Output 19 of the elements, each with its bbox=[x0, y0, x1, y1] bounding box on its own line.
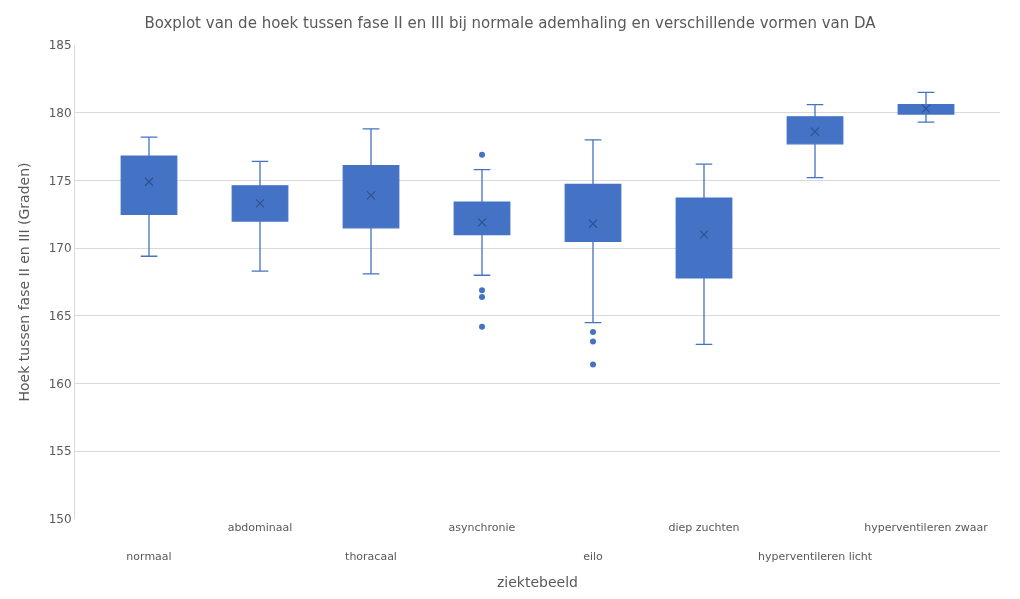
y-tick-label: 155 bbox=[48, 444, 72, 459]
x-tick-label: diep zuchten bbox=[668, 521, 740, 534]
x-axis-title: ziektebeeld bbox=[497, 573, 578, 590]
chart-title: Boxplot van de hoek tussen fase II en III bij normale ademhaling en verschillende vormen van DA bbox=[144, 14, 877, 33]
y-tick-label: 180 bbox=[48, 105, 72, 120]
x-tick-label: hyperventileren zwaar bbox=[864, 521, 989, 534]
x-tick-label: abdominaal bbox=[227, 521, 293, 534]
y-axis-title: Hoek tussen fase II en III (Graden) bbox=[16, 162, 33, 402]
x-tick-label: asynchronie bbox=[448, 521, 516, 534]
x-tick-label: thoracaal bbox=[345, 549, 397, 563]
y-tick-label: 165 bbox=[48, 309, 72, 324]
y-tick-label: 170 bbox=[48, 241, 72, 256]
y-tick-label: 150 bbox=[48, 512, 72, 527]
y-tick-label: 185 bbox=[48, 38, 72, 53]
x-tick-label: hyperventileren licht bbox=[757, 549, 873, 563]
x-tick-label: eilo bbox=[583, 549, 604, 563]
y-tick-label: 160 bbox=[48, 376, 72, 391]
y-tick-label: 175 bbox=[48, 173, 72, 188]
x-tick-label: normaal bbox=[126, 549, 172, 563]
